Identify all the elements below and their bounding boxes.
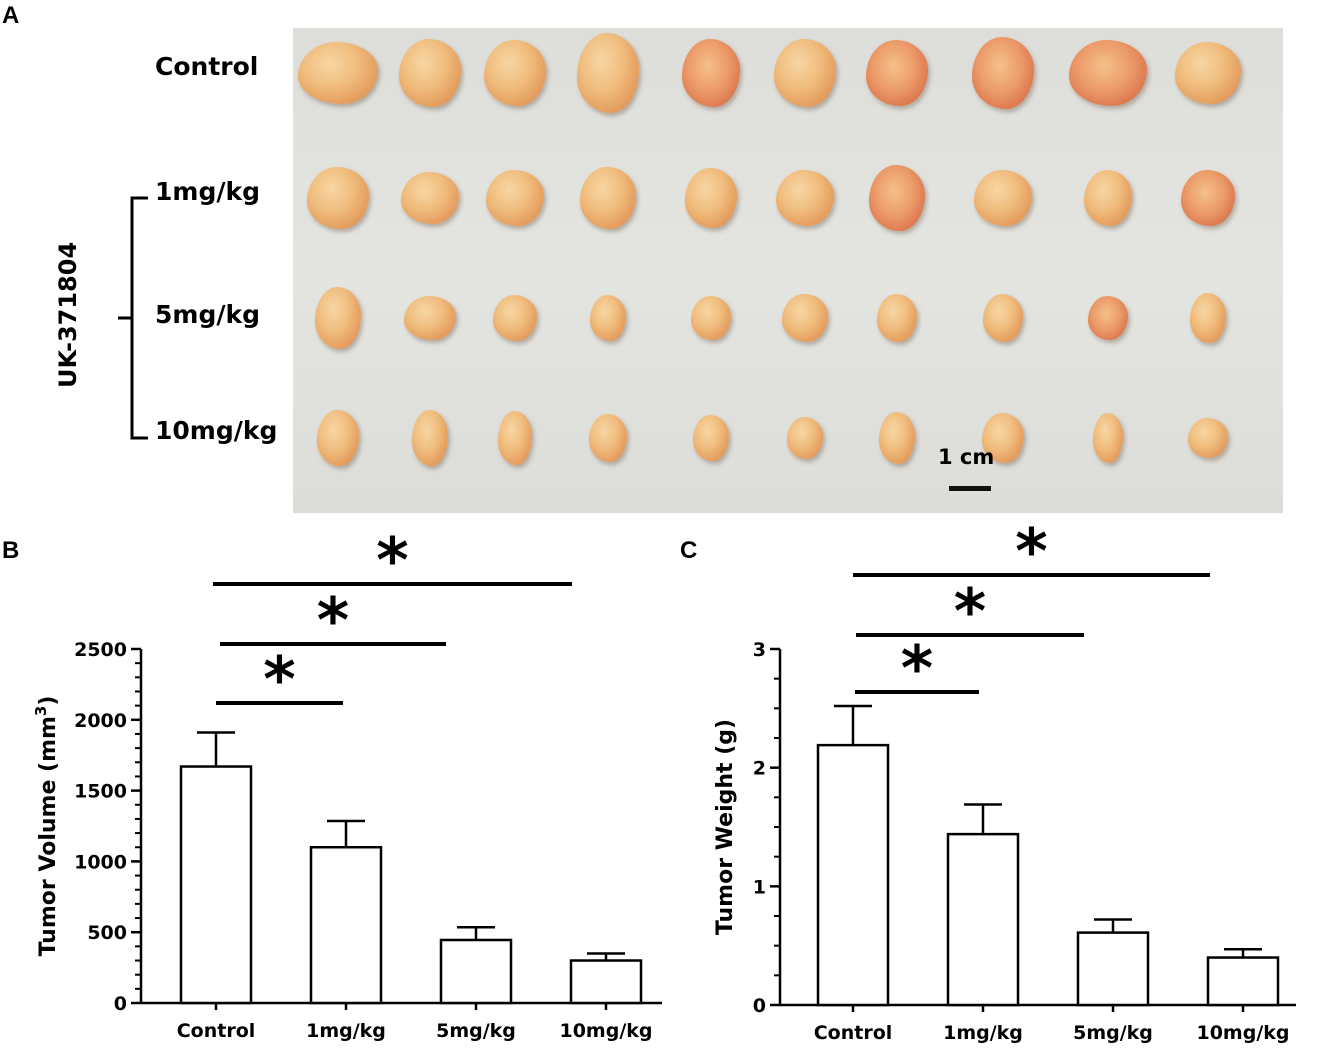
row-label-1mg: 1mg/kg <box>155 177 260 206</box>
tumor-sample <box>972 37 1034 109</box>
bar <box>1076 931 1150 1007</box>
tumor-photo: 1 cm <box>293 28 1283 513</box>
y-axis-title: Tumor Volume (mm3) <box>32 696 61 957</box>
bar <box>309 845 383 1005</box>
tumor-sample <box>877 294 917 342</box>
x-tick-label: 5mg/kg <box>436 1020 516 1042</box>
tumor-sample <box>1190 293 1226 343</box>
tumor-sample <box>685 168 737 228</box>
tumor-sample <box>580 167 636 229</box>
tumor-sample <box>589 414 627 462</box>
tumor-sample <box>776 170 834 226</box>
tumor-sample <box>983 294 1023 342</box>
y-tick-label: 1000 <box>74 851 127 873</box>
y-tick-label: 1 <box>753 876 766 898</box>
significance-star: * <box>1015 515 1047 588</box>
bar <box>816 743 890 1007</box>
panel-letter-a: A <box>2 2 20 29</box>
tumor-sample <box>298 42 378 104</box>
tumor-sample <box>1181 170 1235 226</box>
tumor-sample <box>399 39 461 107</box>
y-tick-label: 3 <box>753 639 766 661</box>
tumor-sample <box>315 287 361 349</box>
y-tick-label: 1500 <box>74 781 127 803</box>
scale-bar-label: 1 cm <box>938 445 995 469</box>
y-tick-label: 2000 <box>74 710 127 732</box>
y-tick-label: 0 <box>753 995 766 1017</box>
tumor-sample <box>484 40 546 106</box>
row-label-10mg: 10mg/kg <box>155 416 278 445</box>
scale-bar <box>949 486 991 491</box>
y-tick-label: 0 <box>114 993 127 1015</box>
x-tick-label: 1mg/kg <box>306 1020 386 1042</box>
significance-star: * <box>317 584 349 657</box>
tumor-sample <box>404 296 456 340</box>
x-tick-label: 10mg/kg <box>1196 1022 1289 1044</box>
tumor-sample <box>577 33 639 113</box>
tumor-sample <box>982 413 1024 463</box>
tumor-sample <box>412 410 448 466</box>
tumor-sample <box>1188 418 1228 458</box>
tumor-sample <box>682 39 740 107</box>
x-tick-label: 10mg/kg <box>559 1020 652 1042</box>
x-tick-label: Control <box>814 1022 893 1044</box>
y-tick-label: 500 <box>87 922 127 944</box>
x-tick-label: 5mg/kg <box>1073 1022 1153 1044</box>
bar <box>946 832 1020 1007</box>
tumor-sample <box>1069 40 1147 106</box>
row-label-control: Control <box>155 52 259 81</box>
bar <box>1206 956 1280 1007</box>
significance-star: * <box>954 575 986 648</box>
tumor-sample <box>1175 42 1241 104</box>
tumor-sample <box>1084 170 1132 226</box>
tumor-sample <box>590 295 626 341</box>
panel-letter-c: C <box>680 537 698 564</box>
y-tick-label: 2500 <box>74 639 127 661</box>
tumor-sample <box>866 40 928 106</box>
row-label-5mg: 5mg/kg <box>155 300 260 329</box>
tumor-sample <box>787 417 823 459</box>
significance-star: * <box>376 524 408 597</box>
tumor-sample <box>774 39 836 107</box>
tumor-sample <box>307 167 369 229</box>
tumor-sample <box>693 415 729 461</box>
x-tick-label: 1mg/kg <box>943 1022 1023 1044</box>
tumor-sample <box>1088 296 1128 340</box>
tumor-sample <box>782 294 828 342</box>
x-tick-label: Control <box>177 1020 256 1042</box>
significance-star: * <box>263 643 295 716</box>
tumor-sample <box>879 412 915 464</box>
tumor-sample <box>486 170 544 226</box>
panel-letter-b: B <box>2 537 20 564</box>
tumor-sample <box>317 410 359 466</box>
tumor-sample <box>493 295 537 341</box>
y-axis-title: Tumor Weight (g) <box>713 719 738 935</box>
tumor-sample <box>869 165 925 231</box>
tumor-sample <box>974 170 1032 226</box>
tumor-sample <box>691 296 731 340</box>
significance-star: * <box>901 632 933 705</box>
tumor-sample <box>401 172 459 224</box>
tumor-sample <box>498 411 532 465</box>
tumor-sample <box>1093 413 1123 463</box>
y-tick-label: 2 <box>753 758 766 780</box>
